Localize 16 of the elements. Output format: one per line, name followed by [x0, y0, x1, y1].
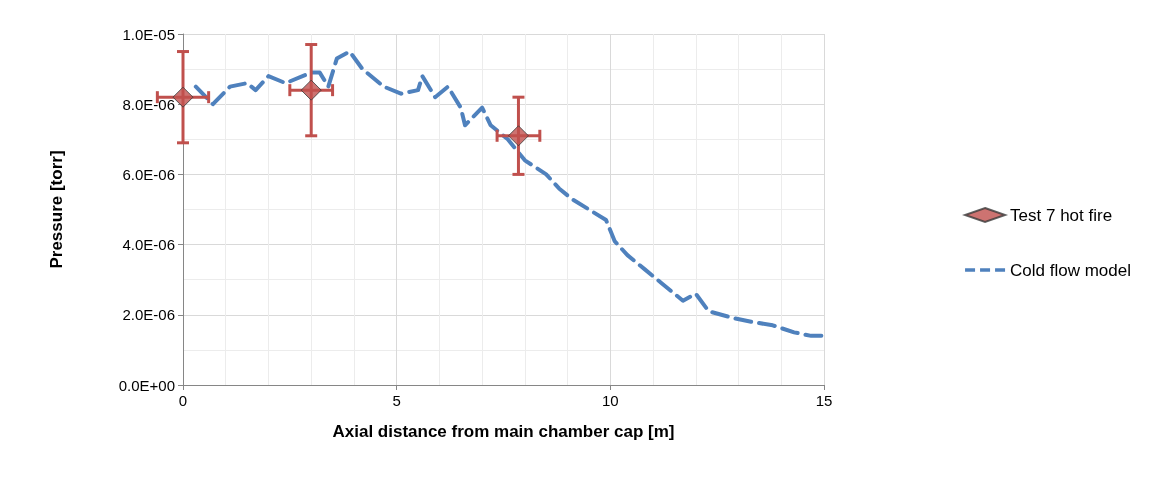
y-tick-label: 6.0E-06 [122, 165, 175, 183]
legend-label: Cold flow model [1010, 260, 1132, 280]
y-tick-label: 2.0E-06 [122, 306, 175, 324]
legend-label: Test 7 hot fire [1010, 205, 1113, 225]
y-tick-label: 4.0E-06 [122, 236, 175, 254]
x-tick-label: 5 [392, 392, 401, 409]
x-tick-label: 0 [178, 392, 188, 409]
x-tick-label: 15 [815, 392, 833, 409]
y-axis-title: Pressure [torr] [47, 150, 66, 269]
y-tick-label: 0.0E+00 [118, 376, 175, 394]
point [300, 79, 322, 101]
x-tick-label: 10 [601, 392, 619, 409]
x-axis-title: Axial distance from main chamber cap [m] [332, 422, 675, 441]
point [507, 125, 529, 147]
y-tick-label: 1.0E-05 [122, 25, 175, 43]
y-tick-label: 8.0E-06 [122, 95, 175, 113]
